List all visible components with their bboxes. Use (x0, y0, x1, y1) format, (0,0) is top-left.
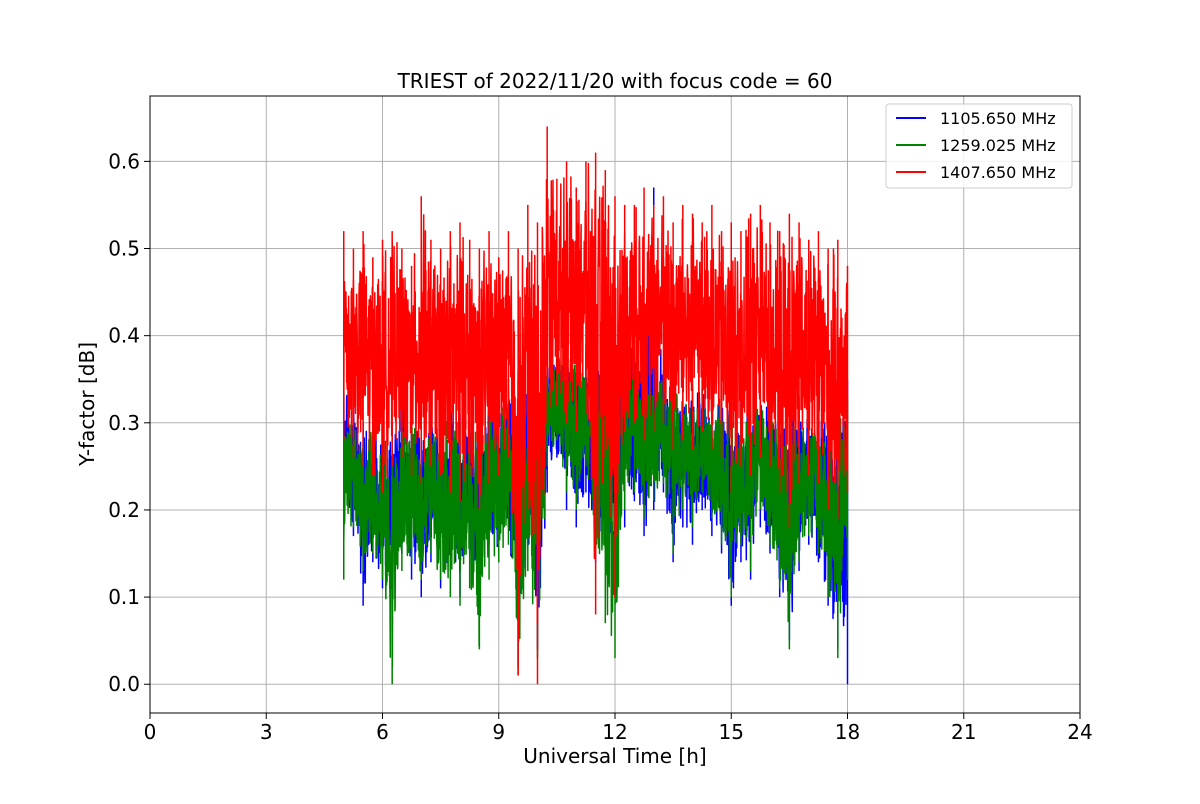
legend-label-1407: 1407.650 MHz (940, 163, 1056, 182)
x-axis-label: Universal Time [h] (523, 744, 706, 768)
y-tick-label: 0.2 (108, 498, 140, 522)
x-tick-label: 18 (835, 720, 860, 744)
series-layer (343, 126, 849, 685)
x-tick-label: 21 (951, 720, 976, 744)
x-tick-label: 24 (1067, 720, 1092, 744)
y-tick-label: 0.5 (108, 237, 140, 261)
legend: 1105.650 MHz 1259.025 MHz 1407.650 MHz (885, 103, 1073, 189)
x-tick-label: 3 (260, 720, 273, 744)
x-tick-label: 12 (602, 720, 627, 744)
series-1407-650-mhz (343, 126, 849, 685)
x-tick-label: 15 (719, 720, 744, 744)
x-tick-label: 9 (492, 720, 505, 744)
y-tick-label: 0.6 (108, 149, 140, 173)
tick-layer: 0 3 6 9 12 15 18 21 24 0.0 0.1 0.2 0.3 0.4 0.5 0.6 (108, 149, 1093, 744)
legend-box (885, 103, 1073, 189)
x-tick-label: 0 (144, 720, 157, 744)
x-tick-label: 6 (376, 720, 389, 744)
y-tick-label: 0.3 (108, 411, 140, 435)
legend-label-1105: 1105.650 MHz (940, 109, 1056, 128)
y-tick-label: 0.1 (108, 585, 140, 609)
y-tick-label: 0.4 (108, 324, 140, 348)
y-axis-label: Y-factor [dB] (75, 342, 99, 467)
chart-title: TRIEST of 2022/11/20 with focus code = 6… (397, 69, 833, 93)
legend-label-1259: 1259.025 MHz (940, 136, 1056, 155)
y-tick-label: 0.0 (108, 672, 140, 696)
